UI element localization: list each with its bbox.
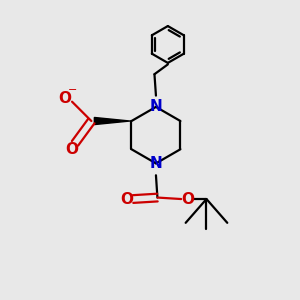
Text: O: O [120, 191, 133, 206]
Text: N: N [150, 156, 162, 171]
Text: O: O [58, 91, 71, 106]
Polygon shape [94, 118, 130, 124]
Text: N: N [150, 99, 162, 114]
Text: −: − [68, 85, 78, 95]
Text: O: O [65, 142, 78, 158]
Text: O: O [181, 191, 194, 206]
